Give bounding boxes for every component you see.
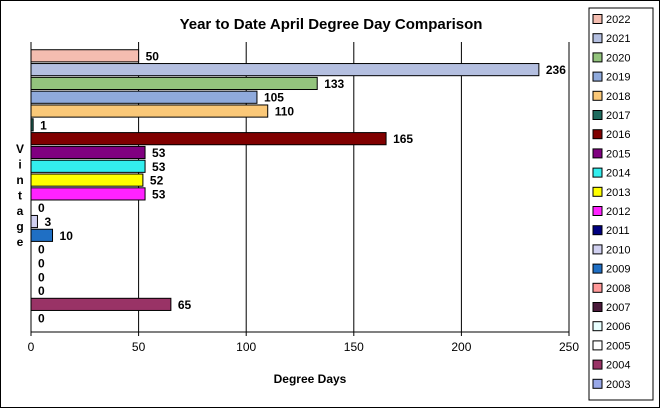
legend-label-2015: 2015: [606, 148, 630, 160]
bar-2013: [30, 173, 144, 187]
legend-label-2010: 2010: [606, 244, 630, 256]
x-tick-label: 150: [344, 340, 364, 354]
grid-lines: [138, 42, 570, 332]
legend-label-2005: 2005: [606, 340, 630, 352]
bar-2012: [30, 187, 146, 201]
legend-label-2018: 2018: [606, 91, 630, 103]
legend-swatch-2005: [592, 340, 603, 351]
legend-label-2022: 2022: [606, 14, 630, 26]
data-label-2011: 0: [38, 201, 45, 215]
legend-swatch-2017: [592, 110, 603, 120]
legend-label-2017: 2017: [606, 110, 630, 122]
legend-swatch-2003: [592, 378, 603, 389]
y-axis-title-letter: g: [16, 220, 23, 234]
legend-label-2008: 2008: [606, 283, 630, 295]
legend-swatch-2012: [592, 206, 603, 216]
x-tick-label: 50: [132, 340, 146, 354]
legend-swatch-2014: [592, 167, 603, 178]
x-axis: 0 50 100 150 200 250: [28, 42, 579, 354]
data-label-2010: 3: [44, 215, 51, 229]
data-label-2013: 52: [150, 174, 164, 188]
legend-swatch-2010: [592, 244, 603, 255]
bar-2010: [30, 214, 38, 229]
chart-title: Year to Date April Degree Day Comparison: [180, 16, 483, 33]
data-label-2009: 10: [60, 229, 74, 243]
data-label-2017: 1: [40, 118, 47, 132]
legend-swatch-2008: [592, 282, 603, 293]
bar-2019: [30, 90, 258, 104]
bar-2022: [30, 49, 140, 63]
legend-swatch-2007: [592, 302, 603, 312]
bar-2014: [30, 159, 146, 173]
data-label-2012: 53: [152, 187, 166, 201]
legend-swatch-2015: [592, 148, 603, 159]
bar-2018: [30, 104, 269, 118]
legend-label-2020: 2020: [606, 52, 630, 64]
legend-swatch-2006: [592, 321, 603, 332]
data-label-2018: 110: [275, 105, 295, 119]
legend-swatch-2022: [592, 14, 603, 24]
data-label-2016: 165: [393, 132, 413, 146]
data-label-2006: 0: [38, 270, 45, 284]
y-axis-title-letter: t: [18, 189, 22, 203]
bar-2004: [30, 297, 172, 311]
legend-swatch-2018: [592, 90, 603, 101]
bar-2016: [30, 132, 387, 146]
bars: [30, 49, 540, 311]
legend-label-2013: 2013: [606, 187, 630, 199]
bar-2021: [30, 63, 540, 77]
legend-swatch-2011: [592, 225, 603, 236]
x-axis-title: Degree Days: [274, 372, 347, 386]
legend-swatch-2009: [592, 263, 603, 274]
data-label-2014: 53: [152, 160, 166, 174]
legend-label-2009: 2009: [606, 264, 630, 276]
data-label-2021: 236: [546, 63, 566, 77]
legend: 2022 2021 2020 2019 2018 2017 2016 2015 2014 2013…: [588, 7, 654, 401]
y-axis-title-letter: e: [17, 235, 24, 249]
bar-2015: [30, 145, 146, 160]
legend-label-2003: 2003: [606, 379, 630, 391]
legend-swatch-2019: [592, 71, 603, 82]
legend-label-2012: 2012: [606, 206, 630, 218]
bar-2009: [30, 228, 54, 242]
data-label-2022: 50: [146, 49, 160, 63]
x-tick-label: 200: [451, 340, 471, 354]
y-axis-title-letter: V: [16, 142, 24, 156]
x-tick-label: 0: [28, 340, 35, 354]
legend-swatch-2004: [592, 359, 603, 370]
legend-label-2006: 2006: [606, 321, 630, 333]
legend-label-2014: 2014: [606, 168, 630, 180]
data-label-2005: 0: [38, 284, 45, 298]
legend-label-2011: 2011: [606, 225, 630, 237]
legend-label-2016: 2016: [606, 129, 630, 141]
y-axis-title-letter: a: [17, 204, 24, 218]
data-label-2008: 0: [38, 243, 45, 257]
legend-label-2007: 2007: [606, 302, 630, 314]
legend-swatch-2020: [592, 52, 603, 63]
data-label-2015: 53: [152, 146, 166, 160]
legend-swatch-2021: [592, 33, 603, 44]
legend-swatch-2016: [592, 129, 603, 140]
data-label-2003: 0: [38, 312, 45, 326]
legend-label-2019: 2019: [606, 72, 630, 84]
data-label-2007: 0: [38, 256, 45, 270]
legend-label-2021: 2021: [606, 33, 630, 45]
y-axis-title-letter: i: [18, 158, 21, 172]
x-tick-label: 100: [236, 340, 256, 354]
y-axis-title-letter: n: [16, 173, 23, 187]
data-label-2019: 105: [264, 91, 284, 105]
legend-swatch-2013: [592, 186, 603, 197]
data-label-2020: 133: [324, 77, 344, 91]
x-tick-label: 250: [559, 340, 579, 354]
bar-2020: [30, 76, 318, 91]
data-label-2004: 65: [178, 298, 192, 312]
legend-label-2004: 2004: [606, 360, 630, 372]
